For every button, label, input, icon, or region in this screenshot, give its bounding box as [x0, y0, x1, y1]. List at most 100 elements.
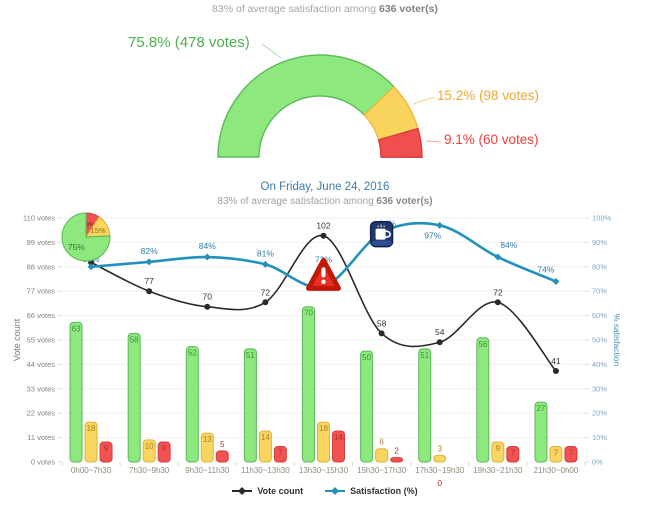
bar-satisfied-votes[interactable] — [360, 350, 374, 463]
satisfaction-point[interactable] — [494, 253, 502, 261]
left-axis-tick: 99 votes — [27, 238, 56, 247]
bar-neutral-votes[interactable] — [491, 441, 505, 463]
vote-count-point[interactable] — [262, 299, 269, 306]
bar-unsatisfied-votes[interactable] — [215, 450, 229, 463]
satisfaction-value-label: 84% — [199, 241, 216, 251]
satisfaction-point[interactable] — [261, 260, 269, 268]
bar-unsatisfied-votes[interactable] — [390, 457, 404, 463]
legend-label-satisfaction: Satisfaction (%) — [350, 486, 418, 496]
vote-count-marker-icon — [232, 487, 253, 495]
bar-neutral-votes[interactable] — [433, 454, 447, 463]
bar-satisfied-votes[interactable] — [418, 348, 432, 463]
zero-value-label: 0 — [437, 478, 442, 488]
bar-neutral-votes[interactable] — [375, 448, 389, 463]
right-axis-tick: 70% — [592, 287, 607, 296]
bar-value-label: 9 — [104, 444, 109, 453]
bar-value-label: 7 — [569, 448, 574, 457]
gauge-summary-text: 83% of average satisfaction among — [212, 3, 379, 15]
x-axis-category-label: 15h30~17h30 — [357, 466, 407, 475]
vote-count-point[interactable] — [378, 330, 385, 337]
vote-count-point[interactable] — [320, 232, 327, 239]
bar-satisfied-votes[interactable] — [534, 401, 548, 463]
bar-neutral-votes[interactable] — [317, 421, 330, 463]
x-axis-category-label: 21h30~0h00 — [534, 466, 579, 475]
legend-item-vote-count[interactable]: Vote count — [232, 486, 303, 496]
bar-neutral-votes[interactable] — [142, 439, 156, 463]
bar-value-label: 13 — [203, 435, 212, 444]
bar-value-label: 52 — [188, 349, 197, 358]
gauge-leader-line — [425, 140, 442, 143]
right-axis-tick: 90% — [592, 238, 607, 247]
gauge-label-neutral: 15.2% (98 votes) — [437, 88, 540, 103]
satisfaction-value-label: 82% — [141, 246, 158, 256]
satisfaction-marker-icon — [325, 487, 346, 495]
combo-chart-subtitle: 83% of average satisfaction among 636 vo… — [0, 196, 650, 207]
gauge-segment-unsatisfied[interactable] — [377, 127, 423, 159]
satisfaction-point[interactable] — [552, 277, 560, 285]
bar-value-label: 6 — [379, 438, 384, 447]
right-axis-tick: 50% — [592, 336, 607, 345]
bar-unsatisfied-votes[interactable] — [99, 441, 113, 463]
satisfaction-point[interactable] — [87, 263, 95, 271]
bar-neutral-votes[interactable] — [84, 421, 98, 463]
left-axis-tick: 33 votes — [27, 384, 56, 393]
mini-pie-label: 9% — [85, 222, 95, 229]
satisfaction-point[interactable] — [145, 258, 153, 266]
vote-count-point[interactable] — [552, 368, 559, 375]
vote-count-value-label: 72 — [261, 287, 271, 297]
bar-satisfied-votes[interactable] — [69, 321, 83, 463]
warning-icon[interactable] — [306, 257, 341, 291]
bar-satisfied-votes[interactable] — [302, 306, 315, 463]
left-axis-tick: 66 votes — [27, 311, 56, 320]
left-axis-tick: 44 votes — [27, 360, 56, 369]
satisfaction-point[interactable] — [436, 221, 444, 229]
vote-count-point[interactable] — [146, 288, 153, 295]
right-axis-tick: 20% — [592, 409, 607, 418]
bar-neutral-votes[interactable] — [258, 430, 272, 463]
coffee-break-icon[interactable] — [369, 220, 394, 248]
vote-count-point[interactable] — [204, 303, 211, 310]
satisfaction-point[interactable] — [203, 253, 211, 261]
bar-satisfied-votes[interactable] — [476, 337, 490, 463]
combo-chart-title: On Friday, June 24, 2016 — [260, 181, 390, 193]
bar-value-label: 7 — [511, 448, 516, 457]
bar-neutral-votes[interactable] — [200, 432, 214, 463]
satisfaction-value-label: 81% — [257, 248, 274, 258]
bar-satisfied-votes[interactable] — [243, 348, 257, 463]
gauge-summary: 83% of average satisfaction among 636 vo… — [0, 3, 650, 15]
vote-count-value-label: 54 — [435, 327, 445, 337]
combo-subtitle-text: 83% of average satisfaction among — [217, 196, 377, 207]
bar-neutral-votes[interactable] — [549, 445, 563, 463]
bar-value-label: 14 — [334, 433, 343, 442]
bar-satisfied-votes[interactable] — [185, 346, 199, 463]
vote-count-point[interactable] — [494, 299, 501, 306]
right-axis-tick: 80% — [592, 262, 607, 271]
right-axis-tick: 0% — [592, 458, 603, 467]
bar-value-label: 58 — [130, 335, 139, 344]
right-axis-tick: 10% — [592, 433, 607, 442]
bar-satisfied-votes[interactable] — [127, 332, 141, 463]
mini-pie-label: 15% — [91, 226, 106, 235]
gauge-segment-satisfied[interactable] — [217, 54, 395, 158]
bar-value-label: 7 — [278, 448, 283, 457]
left-axis-tick: 55 votes — [27, 336, 56, 345]
mini-pie-chart[interactable]: 9%15% 75% — [61, 212, 111, 262]
gauge-leader-line — [261, 43, 282, 59]
bar-unsatisfied-votes[interactable] — [506, 445, 520, 463]
vote-count-value-label: 77 — [144, 276, 154, 286]
bar-unsatisfied-votes[interactable] — [564, 445, 578, 463]
bar-unsatisfied-votes[interactable] — [273, 445, 287, 463]
vote-count-point[interactable] — [436, 339, 443, 346]
x-axis-category-label: 13h30~15h30 — [299, 466, 349, 475]
bar-unsatisfied-votes[interactable] — [332, 430, 345, 463]
bar-value-label: 10 — [145, 442, 154, 451]
bar-value-label: 50 — [362, 353, 371, 362]
bar-value-label: 14 — [261, 433, 270, 442]
x-axis-category-label: 19h30~21h30 — [473, 466, 523, 475]
bar-unsatisfied-votes[interactable] — [157, 441, 171, 463]
bar-value-label: 18 — [87, 424, 96, 433]
x-axis-category-label: 17h30~19h30 — [415, 466, 465, 475]
gauge-chart — [217, 43, 442, 159]
legend-item-satisfaction[interactable]: Satisfaction (%) — [325, 486, 418, 496]
left-axis-tick: 110 votes — [23, 214, 55, 223]
